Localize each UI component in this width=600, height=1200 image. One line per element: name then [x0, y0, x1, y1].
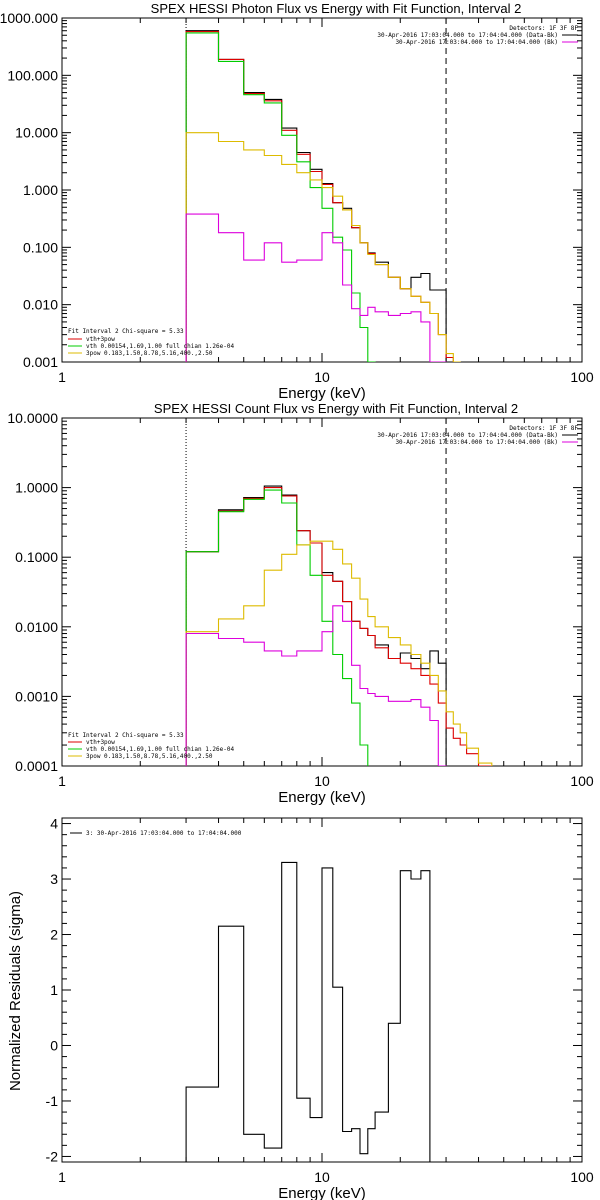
residuals-panel: Energy (keV) Normalized Residuals (sigma… [7, 816, 594, 1200]
count-flux-fit-legend: Fit Interval 2 Chi-square = 5.33 vth+3po… [68, 732, 234, 760]
plot-area [185, 861, 439, 1162]
series-line-data [185, 861, 439, 1162]
legend-fit-title: Fit Interval 2 Chi-square = 5.33 [68, 328, 184, 335]
series-line-vth [185, 32, 376, 362]
plot-area [185, 18, 461, 362]
legend-bk-interval: 30-Apr-2016 17:03:04.000 to 17:04:04.000… [395, 39, 558, 46]
series-line-3pow [185, 540, 493, 766]
y-tick-label: 4 [50, 816, 58, 832]
y-axis-label: Normalized Residuals (sigma) [7, 891, 24, 1091]
chart-title: SPEX HESSI Photon Flux vs Energy with Fi… [151, 1, 522, 16]
legend-residual: 3: 30-Apr-2016 17:03:04.000 to 17:04:04.… [86, 830, 242, 837]
x-tick-label: 10 [314, 773, 330, 789]
legend-detectors: Detectors: 1F 3F 8F [509, 25, 578, 32]
plot-area [185, 418, 493, 766]
legend-bk-interval: 30-Apr-2016 17:03:04.000 to 17:04:04.000… [395, 439, 558, 446]
y-tick-label: 1.0000 [15, 480, 58, 496]
chart-title: SPEX HESSI Count Flux vs Energy with Fit… [154, 401, 518, 416]
x-tick-label: 10 [314, 369, 330, 385]
legend-3pow: 3pow 0.183,1.50,8.78,5.16,400.,2.50 [86, 753, 213, 760]
y-tick-label: 2 [50, 927, 58, 943]
legend-data-interval: 30-Apr-2016 17:03:04.000 to 17:04:04.000… [377, 32, 558, 39]
x-tick-label: 100 [570, 773, 594, 789]
legend-model: vth+3pow [86, 739, 115, 746]
legend-detectors: Detectors: 1F 3F 8F [509, 425, 578, 432]
y-tick-label: 0.100 [23, 239, 58, 255]
y-tick-label: 0.010 [23, 297, 58, 313]
series-line-data [185, 485, 447, 766]
legend-data-interval: 30-Apr-2016 17:03:04.000 to 17:04:04.000… [377, 432, 558, 439]
count-flux-header-legend: Detectors: 1F 3F 8F 30-Apr-2016 17:03:04… [377, 425, 578, 446]
x-axis-label: Energy (keV) [278, 1185, 366, 1200]
y-tick-label: 0.001 [23, 354, 58, 370]
photon-flux-fit-legend: Fit Interval 2 Chi-square = 5.33 vth+3po… [68, 328, 234, 357]
y-tick-label: 0.0010 [15, 688, 58, 704]
y-tick-label: 1.000 [23, 182, 58, 198]
x-tick-label: 1 [58, 773, 66, 789]
count-flux-panel: SPEX HESSI Count Flux vs Energy with Fit… [7, 401, 594, 806]
y-tick-label: 0.0001 [15, 758, 58, 774]
y-tick-label: 10.0000 [7, 410, 58, 426]
y-tick-label: 0.0100 [15, 619, 58, 635]
y-tick-label: 1000.000 [0, 10, 58, 26]
legend-3pow: 3pow 0.183,1.50,8.78,5.16,400.,2.50 [86, 350, 213, 357]
legend-model: vth+3pow [86, 336, 115, 343]
x-tick-label: 1 [58, 1169, 66, 1185]
x-axis-label: Energy (keV) [278, 385, 366, 402]
y-tick-label: 0.1000 [15, 549, 58, 565]
legend-fit-title: Fit Interval 2 Chi-square = 5.33 [68, 732, 184, 739]
x-tick-label: 10 [314, 1169, 330, 1185]
y-tick-label: -1 [46, 1093, 59, 1109]
x-axis-label: Energy (keV) [278, 789, 366, 806]
legend-vth: vth 0.00154,1.69,1.00 full chian 1.26e-0… [86, 343, 234, 350]
x-tick-label: 100 [570, 369, 594, 385]
y-tick-label: 1 [50, 982, 58, 998]
series-line-bk [185, 213, 447, 362]
series-line-data [185, 30, 447, 362]
x-tick-label: 100 [570, 1169, 594, 1185]
y-tick-label: 0 [50, 1037, 58, 1053]
x-tick-label: 1 [58, 369, 66, 385]
legend-vth: vth 0.00154,1.69,1.00 full chian 1.26e-0… [86, 746, 234, 753]
photon-flux-header-legend: Detectors: 1F 3F 8F 30-Apr-2016 17:03:04… [377, 25, 578, 46]
y-tick-label: 100.000 [7, 67, 58, 83]
photon-flux-panel: SPEX HESSI Photon Flux vs Energy with Fi… [0, 1, 594, 402]
y-tick-label: -2 [46, 1148, 59, 1164]
series-line-model [185, 31, 454, 362]
series-line-vth [185, 489, 369, 766]
y-tick-label: 3 [50, 871, 58, 887]
y-tick-label: 10.000 [15, 125, 58, 141]
series-line-3pow [185, 132, 461, 362]
series-line-bk [185, 605, 447, 766]
residuals-legend: 3: 30-Apr-2016 17:03:04.000 to 17:04:04.… [70, 830, 242, 837]
